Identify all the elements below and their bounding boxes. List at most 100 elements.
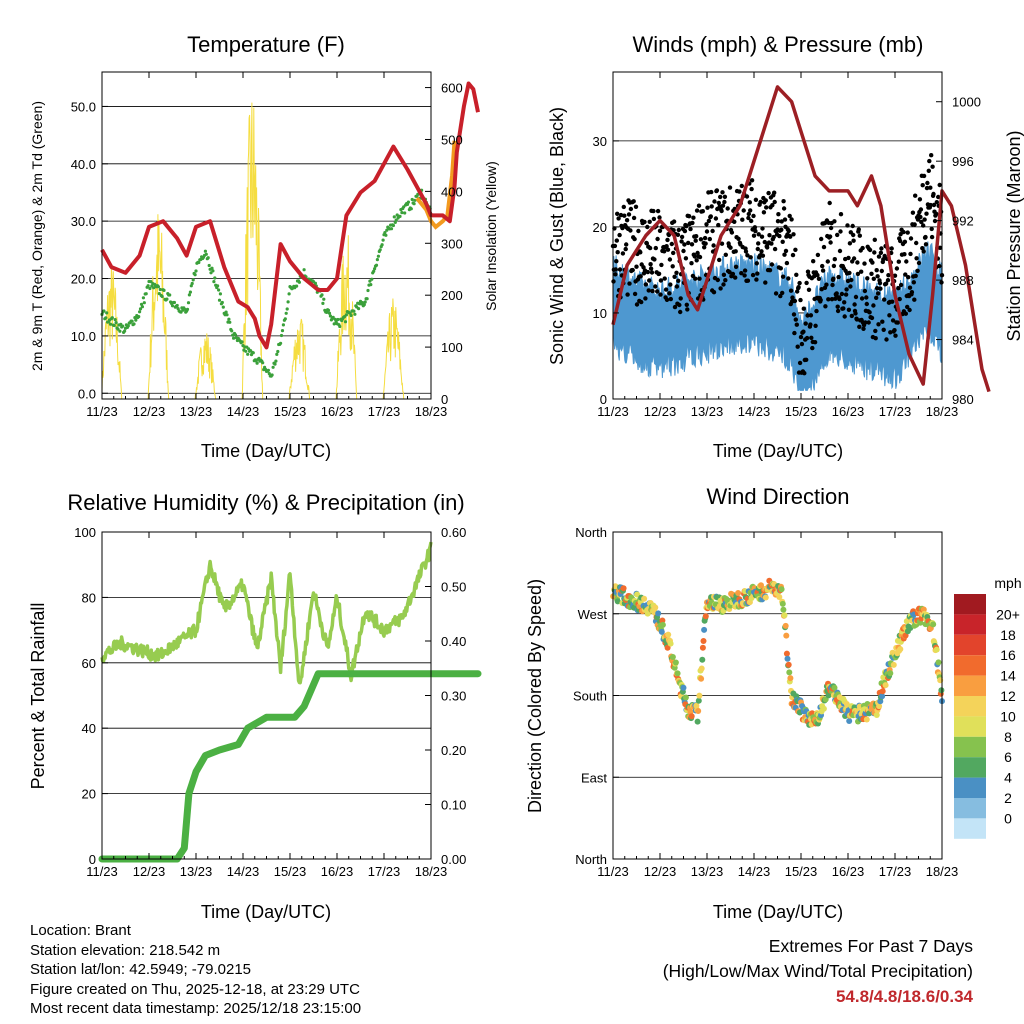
gust-point: [791, 232, 796, 237]
direction-point: [938, 687, 945, 694]
gust-point: [665, 247, 671, 252]
gust-point: [743, 249, 749, 254]
dewpoint-point: [372, 269, 376, 273]
gust-point: [754, 277, 759, 282]
dewpoint-point: [313, 281, 317, 285]
gust-point: [786, 276, 791, 281]
gust-point: [871, 303, 876, 308]
gust-point: [776, 212, 781, 217]
gust-point: [634, 302, 640, 307]
recent-timestamp: Most recent data timestamp: 2025/12/18 2…: [30, 1000, 362, 1017]
x-tick-label: 13/23: [180, 404, 213, 419]
gust-point: [881, 327, 886, 332]
direction-point: [620, 585, 627, 592]
dewpoint-point: [261, 361, 265, 365]
y-tick-label: 20: [82, 787, 96, 802]
gust-point: [755, 246, 760, 252]
dewpoint-point: [376, 254, 380, 258]
gust-point: [686, 240, 691, 246]
gust-point: [847, 241, 853, 246]
gust-point: [751, 233, 757, 238]
y-right-tick-label: 100: [441, 340, 463, 355]
humidity-plot-frame: [101, 531, 432, 860]
colorbar-swatch: [954, 696, 986, 717]
gust-point: [752, 225, 758, 230]
gust-point: [665, 237, 670, 243]
dewpoint-point: [280, 329, 285, 333]
dewpoint-point: [286, 300, 290, 304]
gust-point: [844, 287, 849, 292]
gust-point: [733, 264, 739, 269]
gust-point: [765, 245, 770, 250]
gust-point: [710, 228, 715, 234]
gust-point: [928, 202, 933, 208]
gust-point: [727, 270, 732, 275]
x-tick-label: 17/23: [879, 864, 912, 879]
dewpoint-point: [348, 311, 352, 315]
y-right-tick-label: 0.00: [441, 852, 466, 867]
y-tick-label: West: [578, 607, 608, 622]
gust-point: [815, 252, 821, 258]
gust-point: [706, 218, 712, 224]
gust-point: [892, 328, 897, 333]
direction-point: [783, 632, 790, 639]
gust-point: [782, 217, 788, 222]
gust-point: [828, 225, 834, 231]
dewpoint-point: [170, 304, 175, 308]
gust-point: [854, 317, 860, 322]
x-tick-label: 14/23: [227, 864, 260, 879]
gust-point: [767, 268, 773, 273]
x-tick-label: 11/23: [86, 864, 118, 879]
gust-point: [620, 225, 625, 231]
dewpoint-point: [363, 300, 367, 304]
gust-point: [787, 213, 792, 219]
gust-point: [801, 306, 806, 311]
dewpoint-point: [343, 320, 348, 324]
gust-point: [657, 215, 662, 220]
gust-point: [919, 219, 924, 225]
gust-point: [866, 320, 871, 325]
gust-point: [656, 271, 662, 276]
winds-title: Winds (mph) & Pressure (mb): [633, 32, 924, 57]
gust-point: [669, 241, 674, 247]
gust-point: [676, 227, 681, 233]
y-tick-label: North: [575, 525, 607, 540]
gust-point: [826, 297, 831, 302]
gust-point: [867, 247, 873, 253]
solar-insolation-line: [101, 102, 431, 400]
gust-point: [846, 307, 852, 312]
dewpoint-point: [332, 322, 336, 326]
y-right-tick-label: 984: [952, 333, 974, 348]
y-right-tick-label: 0.60: [441, 525, 466, 540]
x-tick-label: 12/23: [644, 864, 677, 879]
colorbar-swatch: [954, 675, 986, 696]
dewpoint-point: [108, 322, 113, 326]
gust-point: [682, 242, 687, 247]
gust-point: [643, 296, 648, 301]
direction-point: [935, 659, 942, 666]
relative-humidity-line: [100, 541, 433, 685]
gust-point: [674, 270, 679, 275]
gust-point: [742, 273, 747, 278]
gust-point: [860, 245, 865, 251]
gust-point: [874, 286, 880, 291]
direction-point: [688, 713, 695, 720]
gust-point: [646, 288, 651, 293]
temperature-ticks: 0.0 10.0 20.0 30.0 40.0 50.0 0 100 200 300 400 500 6…: [71, 72, 463, 419]
y-right-tick-label: 996: [952, 154, 974, 169]
dewpoint-point: [375, 258, 379, 262]
direction-point: [897, 646, 904, 653]
gust-point: [755, 271, 760, 276]
gust-point: [670, 264, 675, 269]
gust-point: [836, 274, 841, 280]
gust-point: [777, 233, 782, 239]
direction-point: [669, 654, 676, 660]
gust-point: [835, 308, 841, 314]
dewpoint-point: [218, 292, 222, 296]
dewpoint-point: [338, 324, 342, 329]
gust-point: [678, 309, 683, 315]
gust-point: [888, 330, 893, 335]
gust-point: [876, 254, 882, 259]
direction-point: [778, 586, 785, 593]
gust-point: [865, 276, 870, 281]
